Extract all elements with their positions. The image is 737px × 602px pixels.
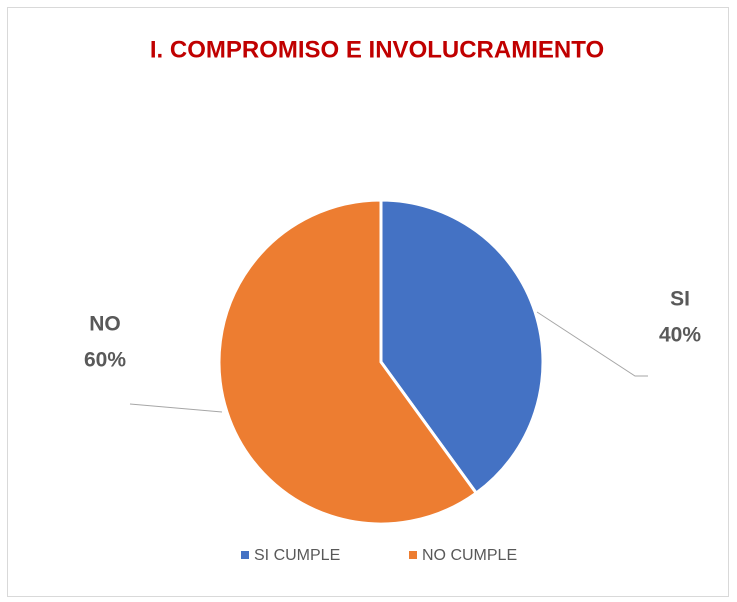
- pie-slice: [379, 198, 545, 496]
- legend-label: NO CUMPLE: [422, 547, 517, 564]
- data-label: 60%: [84, 349, 126, 372]
- legend-label: SI CUMPLE: [254, 547, 340, 564]
- legend-swatch: [409, 551, 417, 559]
- leader-line: [129, 403, 223, 413]
- leader-line: [536, 311, 648, 377]
- data-label-name: SI: [670, 288, 690, 311]
- data-label: 40%: [659, 324, 701, 347]
- pie-slice: [217, 198, 479, 526]
- legend-swatch: [241, 551, 249, 559]
- chart-title: I. COMPROMISO E INVOLUCRAMIENTO: [150, 36, 604, 63]
- data-label-name: NO: [89, 313, 121, 336]
